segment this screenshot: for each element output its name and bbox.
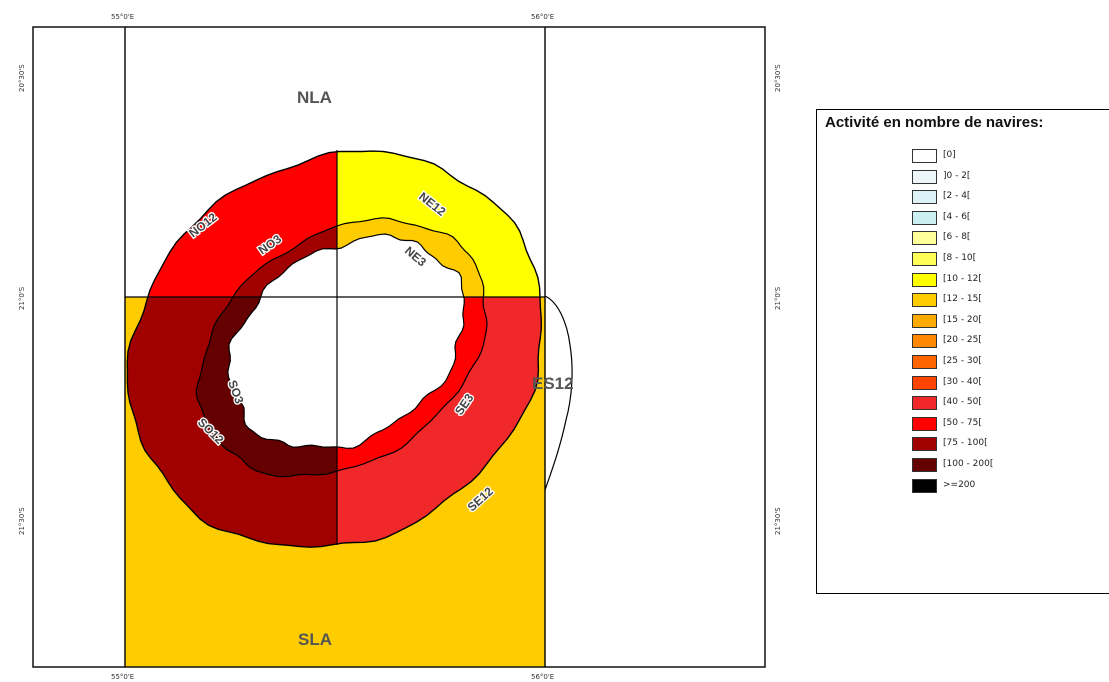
legend-swatch xyxy=(912,396,937,411)
coord-bottom-right: 56°0'E xyxy=(531,673,554,681)
legend-label: [75 - 100[ xyxy=(943,438,988,449)
legend-label: [4 - 6[ xyxy=(943,211,971,222)
label-es12: ES12 xyxy=(532,374,574,393)
legend-label: [8 - 10[ xyxy=(943,253,977,263)
legend-label: [15 - 20[ xyxy=(943,314,982,325)
legend-label: [30 - 40[ xyxy=(943,376,982,387)
legend-swatch xyxy=(912,313,937,328)
legend-label: [10 - 12[ xyxy=(943,273,982,284)
map-frame xyxy=(32,26,766,668)
coord-left-bottom: 21°30'S xyxy=(18,507,26,535)
legend-label: [6 - 8[ xyxy=(943,232,971,243)
legend-swatch xyxy=(912,458,937,472)
coord-left-mid: 21°0'S xyxy=(18,286,26,310)
label-nla: NLA xyxy=(297,88,332,107)
legend-label: [2 - 4[ xyxy=(943,191,971,202)
coord-right-top: 20°30'S xyxy=(774,64,782,92)
legend-swatch xyxy=(912,355,937,369)
legend-label: [50 - 75[ xyxy=(943,417,982,428)
zone-es12-outline xyxy=(544,295,573,491)
coord-top-right: 56°0'E xyxy=(531,13,554,21)
legend-swatch xyxy=(912,210,937,225)
legend-swatch xyxy=(912,437,937,452)
legend-label: [0] xyxy=(943,150,956,160)
legend-label: [40 - 50[ xyxy=(943,397,982,408)
legend-label: [20 - 25[ xyxy=(943,335,982,346)
band-12-outline xyxy=(126,150,543,548)
legend-label: ]0 - 2[ xyxy=(943,170,971,181)
legend-swatch xyxy=(912,272,937,287)
legend-swatch xyxy=(912,416,937,431)
legend-swatch xyxy=(912,231,937,246)
zone-west-area xyxy=(33,297,125,667)
legend-title: Activité en nombre de navires: xyxy=(825,114,1044,131)
island-reunion xyxy=(227,233,465,449)
coord-top-left: 55°0'E xyxy=(111,13,134,21)
coord-bottom-left: 55°0'E xyxy=(111,673,134,681)
legend-swatch xyxy=(912,293,937,308)
legend-swatch xyxy=(912,252,937,266)
legend-swatch xyxy=(912,478,937,493)
band-3-outline xyxy=(195,217,488,478)
map-canvas: 55°0'E 56°0'E 55°0'E 56°0'E 20°30'S 21°0… xyxy=(18,13,782,681)
legend-swatch xyxy=(912,375,937,390)
legend-box: Activité en nombre de navires: [0] ]0 - 2… xyxy=(816,109,1109,594)
legend-swatch xyxy=(912,334,937,349)
legend-swatch xyxy=(912,149,937,163)
legend-label: [12 - 15[ xyxy=(943,294,982,305)
legend-swatch xyxy=(912,169,937,184)
legend-label: >=200 xyxy=(943,479,976,490)
label-sla: SLA xyxy=(298,630,332,649)
legend-swatch xyxy=(912,190,937,205)
legend-label: [100 - 200[ xyxy=(943,459,994,469)
legend-label: [25 - 30[ xyxy=(943,356,982,366)
coord-right-mid: 21°0'S xyxy=(774,286,782,310)
coord-right-bottom: 21°30'S xyxy=(774,507,782,535)
coord-left-top: 20°30'S xyxy=(18,64,26,92)
